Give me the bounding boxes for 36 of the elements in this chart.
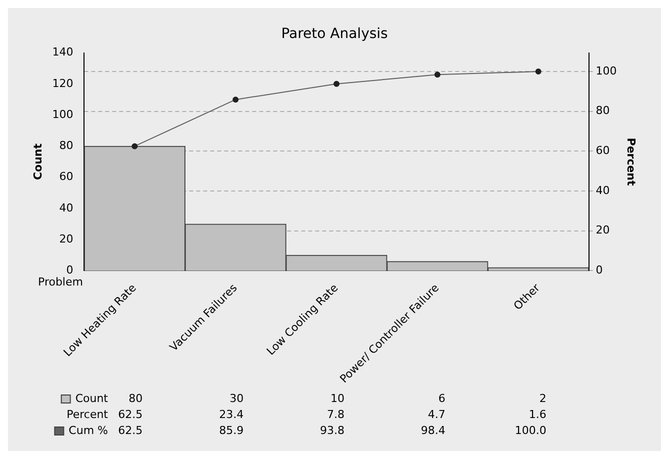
data-label: 62.5 [118,424,143,437]
y2-tick-label: 0 [596,264,603,277]
data-label: 80 [128,392,143,405]
data-label: 85.9 [219,424,244,437]
y-tick-label: 60 [59,170,74,184]
data-label: 98.4 [420,424,446,437]
data-label: 10 [330,392,344,405]
y2-tick-label: 40 [596,184,610,197]
y-tick-label: 0 [66,264,74,277]
y2-tick-label: 100 [596,64,617,78]
text: 23.4 [219,408,244,421]
y-tick-label: 40 [59,201,74,214]
y-tick-label: 100 [52,108,74,121]
data-label: 93.8 [320,424,344,437]
y-tick-label: 120 [52,76,74,90]
text: 7.8 [327,408,344,421]
y2-tick-label: 80 [596,104,610,118]
x-axis-title: Problem [38,276,83,289]
legend-label: Cum % [68,424,108,437]
text: Percent [66,408,109,421]
text: 4.7 [428,408,446,421]
text: 1.6 [528,408,546,421]
chart-title: Pareto Analysis [281,26,388,42]
y-tick-label: 140 [52,46,74,59]
y-tick-label: 20 [59,232,74,246]
y2-tick-label: 60 [596,144,610,158]
y2-axis-title: Percent [624,138,638,186]
y-tick-label: 80 [59,139,74,152]
legend-label: Count [75,392,109,405]
data-label: 100.0 [514,424,546,437]
text: 62.5 [118,408,143,421]
data-label: 30 [230,392,244,405]
y2-tick-label: 20 [596,224,610,237]
y-axis-title: Count [31,143,44,180]
data-label: 6 [438,392,446,405]
data-label: 2 [539,392,546,405]
